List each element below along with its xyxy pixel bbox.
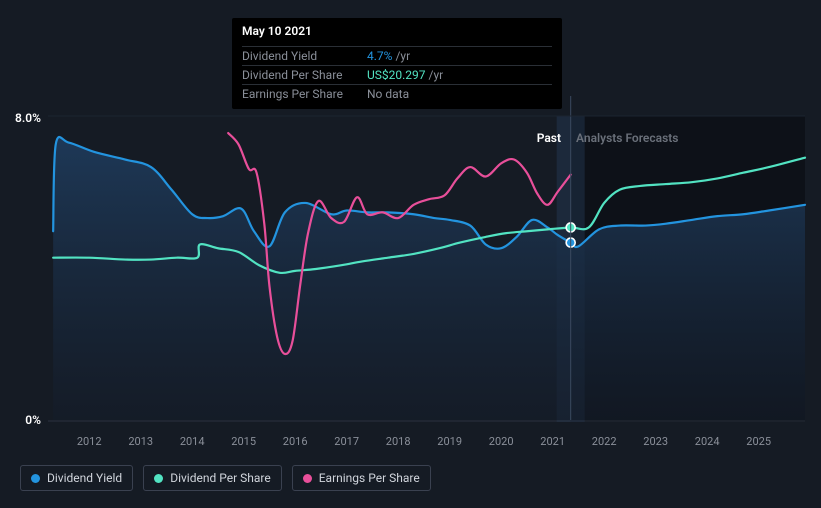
- x-axis-tick-label: 2014: [180, 435, 205, 448]
- forecast-region-label: Analysts Forecasts: [576, 131, 678, 145]
- x-axis-tick-label: 2019: [437, 435, 462, 448]
- legend-dot-icon: [154, 474, 163, 483]
- tooltip-row: Earnings Per ShareNo data: [242, 84, 552, 103]
- tooltip-row-unit: /yr: [429, 68, 444, 82]
- tooltip-row-label: Earnings Per Share: [242, 87, 367, 101]
- legend-dot-icon: [31, 474, 40, 483]
- x-axis-tick-label: 2013: [128, 435, 153, 448]
- past-region-label: Past: [537, 131, 561, 145]
- legend-dot-icon: [303, 474, 312, 483]
- tooltip-row: Dividend Per ShareUS$20.297/yr: [242, 65, 552, 84]
- y-axis-tick-label: 0%: [0, 413, 41, 427]
- x-axis-tick-label: 2017: [334, 435, 359, 448]
- y-axis-tick-label: 8.0%: [0, 111, 41, 125]
- x-axis-tick-label: 2025: [746, 435, 771, 448]
- tooltip-row: Dividend Yield4.7%/yr: [242, 46, 552, 65]
- x-axis-tick-label: 2018: [386, 435, 411, 448]
- x-axis-tick-label: 2024: [695, 435, 720, 448]
- legend-item-label: Dividend Yield: [47, 471, 122, 485]
- tooltip-row-value: No data: [367, 87, 409, 101]
- x-axis-tick-label: 2020: [489, 435, 514, 448]
- legend-item-label: Dividend Per Share: [170, 471, 271, 485]
- legend-item[interactable]: Dividend Per Share: [143, 465, 282, 491]
- x-axis-tick-label: 2016: [283, 435, 308, 448]
- chart-tooltip: May 10 2021 Dividend Yield4.7%/yrDividen…: [232, 18, 562, 109]
- x-axis-tick-label: 2022: [592, 435, 617, 448]
- tooltip-date: May 10 2021: [242, 24, 552, 42]
- chart-container: Past Analysts Forecasts 0% 8.0% 2012 2013 2…: [0, 0, 821, 508]
- x-axis-tick-label: 2023: [643, 435, 668, 448]
- legend-item[interactable]: Dividend Yield: [20, 465, 133, 491]
- tooltip-row-label: Dividend Yield: [242, 49, 367, 63]
- tooltip-row-label: Dividend Per Share: [242, 68, 367, 82]
- x-axis-tick-label: 2021: [540, 435, 565, 448]
- tooltip-row-value: 4.7%: [367, 49, 392, 63]
- tooltip-row-unit: /yr: [395, 49, 410, 63]
- legend-item-label: Earnings Per Share: [319, 471, 420, 485]
- legend-item[interactable]: Earnings Per Share: [292, 465, 431, 491]
- x-axis-tick-label: 2015: [231, 435, 256, 448]
- chart-legend: Dividend Yield Dividend Per Share Earnings…: [20, 465, 431, 491]
- tooltip-row-value: US$20.297: [367, 68, 426, 82]
- x-axis-tick-label: 2012: [77, 435, 102, 448]
